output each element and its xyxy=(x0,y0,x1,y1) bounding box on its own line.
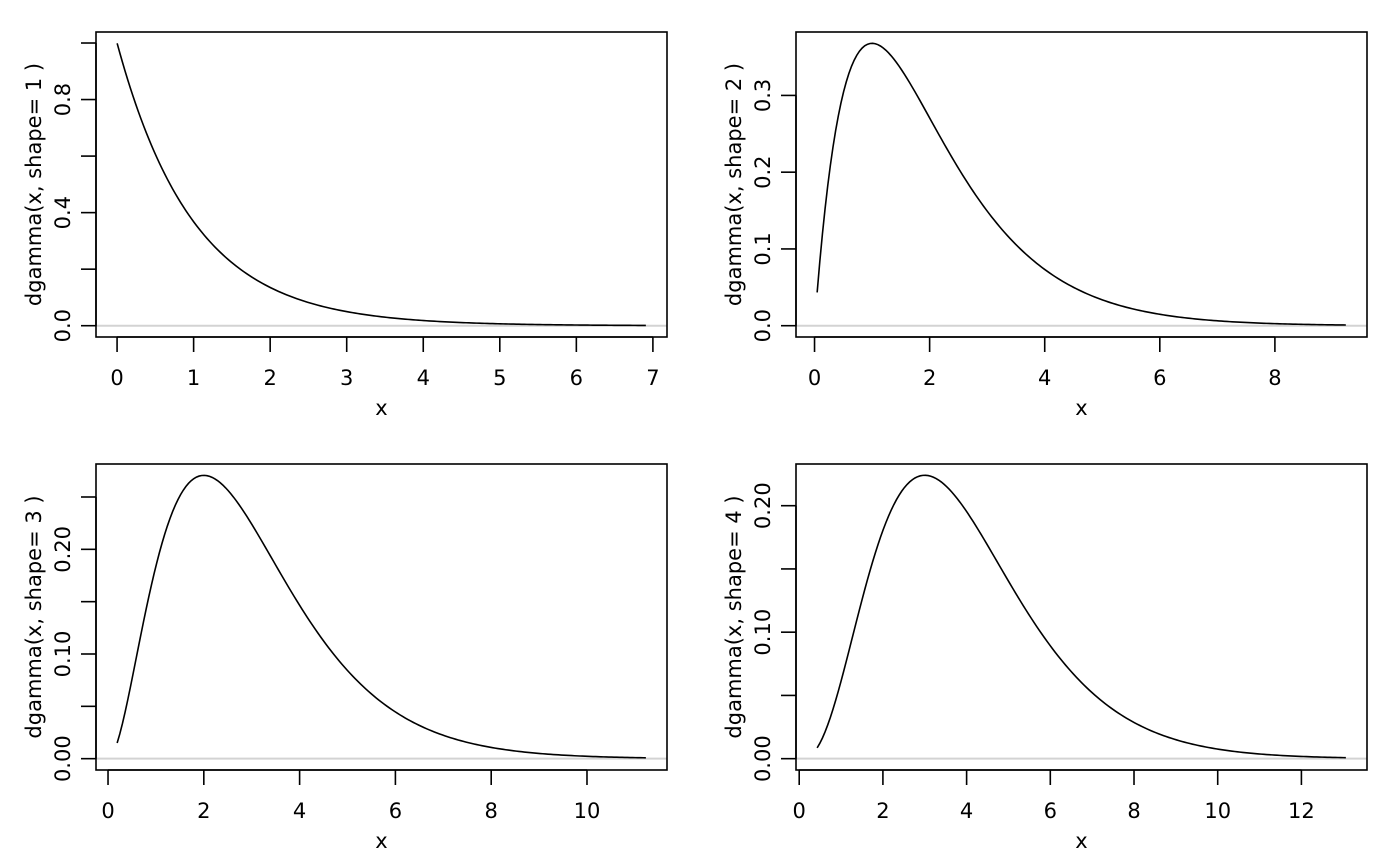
y-tick-label: 0.20 xyxy=(51,526,75,573)
density-curve xyxy=(116,43,646,327)
x-tick-label: 2 xyxy=(923,366,936,390)
density-curve xyxy=(816,42,1346,326)
plot-frame xyxy=(795,463,1368,771)
x-axis-label: x xyxy=(1075,829,1087,853)
x-tick-label: 4 xyxy=(1038,366,1051,390)
x-tick-label: 1 xyxy=(187,366,200,390)
y-tick-label: 0.10 xyxy=(51,631,75,678)
x-tick-label: 0 xyxy=(101,799,114,823)
x-tick-label: 0 xyxy=(110,366,123,390)
x-tick-label: 7 xyxy=(646,366,659,390)
x-tick-label: 6 xyxy=(570,366,583,390)
x-tick-label: 0 xyxy=(808,366,821,390)
x-tick-label: 4 xyxy=(960,799,973,823)
y-tick-label: 0.20 xyxy=(751,482,775,529)
y-tick-label: 0.0 xyxy=(751,309,775,342)
x-tick-label: 0 xyxy=(793,799,806,823)
x-tick-label: 2 xyxy=(876,799,889,823)
x-tick-label: 10 xyxy=(1204,799,1231,823)
x-tick-label: 4 xyxy=(293,799,306,823)
y-tick-label: 0.3 xyxy=(751,79,775,112)
x-tick-label: 10 xyxy=(574,799,601,823)
y-tick-label: 0.8 xyxy=(51,83,75,116)
x-tick-label: 8 xyxy=(485,799,498,823)
x-tick-label: 6 xyxy=(389,799,402,823)
density-curve xyxy=(816,474,1346,759)
x-tick-label: 4 xyxy=(417,366,430,390)
x-tick-label: 8 xyxy=(1268,366,1281,390)
plot-frame xyxy=(95,31,668,338)
plot-frame xyxy=(95,463,668,771)
x-tick-label: 6 xyxy=(1153,366,1166,390)
y-axis-label: dgamma(x, shape= 4 ) xyxy=(722,495,746,738)
y-axis-label: dgamma(x, shape= 3 ) xyxy=(22,495,46,738)
x-tick-label: 2 xyxy=(263,366,276,390)
y-tick-label: 0.4 xyxy=(51,196,75,229)
x-axis-label: x xyxy=(1075,396,1087,420)
x-tick-label: 6 xyxy=(1044,799,1057,823)
y-tick-label: 0.2 xyxy=(751,155,775,188)
y-axis-label: dgamma(x, shape= 1 ) xyxy=(22,63,46,306)
x-tick-label: 2 xyxy=(197,799,210,823)
y-tick-label: 0.1 xyxy=(751,232,775,265)
x-axis-label: x xyxy=(375,396,387,420)
x-tick-label: 12 xyxy=(1288,799,1315,823)
y-tick-label: 0.0 xyxy=(51,309,75,342)
x-tick-label: 5 xyxy=(493,366,506,390)
y-tick-label: 0.10 xyxy=(751,609,775,656)
x-tick-label: 3 xyxy=(340,366,353,390)
density-curve xyxy=(116,474,646,759)
x-tick-label: 8 xyxy=(1127,799,1140,823)
y-tick-label: 0.00 xyxy=(751,735,775,782)
x-axis-label: x xyxy=(375,829,387,853)
y-axis-label: dgamma(x, shape= 2 ) xyxy=(722,63,746,306)
y-tick-label: 0.00 xyxy=(51,735,75,782)
